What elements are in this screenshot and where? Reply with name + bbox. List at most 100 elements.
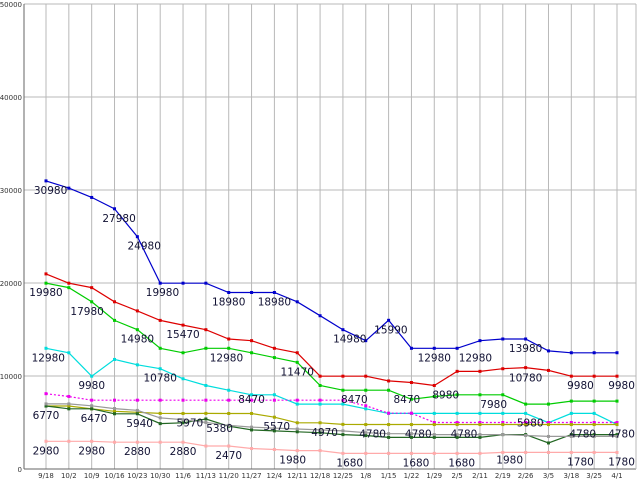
series-line <box>45 282 617 405</box>
data-point <box>592 374 596 378</box>
data-point <box>409 397 413 401</box>
data-point <box>113 407 117 411</box>
y-tick-label: 50000 <box>0 1 22 9</box>
data-point <box>592 351 596 355</box>
x-tick-label: 2/11 <box>472 472 488 480</box>
data-point <box>113 398 117 402</box>
data-point <box>90 404 94 408</box>
data-point <box>364 407 368 411</box>
data-label: 30980 <box>34 185 67 197</box>
data-point <box>318 402 322 406</box>
data-point <box>227 398 231 402</box>
data-point <box>569 450 573 454</box>
data-point <box>409 346 413 350</box>
data-point <box>478 451 482 455</box>
data-point <box>432 394 436 398</box>
data-label: 9980 <box>567 380 594 392</box>
data-label: 19980 <box>29 287 62 299</box>
data-point <box>135 363 139 367</box>
data-point <box>478 393 482 397</box>
data-point <box>113 318 117 322</box>
x-tick-label: 12/11 <box>287 472 307 480</box>
data-point <box>341 422 345 426</box>
series-2 <box>44 281 619 406</box>
data-point <box>181 411 185 415</box>
data-point <box>272 447 276 451</box>
data-point <box>615 434 619 438</box>
data-point <box>501 421 505 424</box>
data-point <box>158 440 162 444</box>
data-point <box>295 360 299 364</box>
data-point <box>181 281 185 285</box>
data-point <box>67 351 71 355</box>
data-label: 15470 <box>166 329 199 341</box>
data-point <box>569 434 573 438</box>
grid-lines <box>24 3 636 469</box>
data-point <box>67 402 71 406</box>
data-point <box>181 440 185 444</box>
data-point <box>409 451 413 455</box>
data-point <box>341 451 345 455</box>
data-point <box>250 425 254 429</box>
x-tick-label: 1/15 <box>381 472 397 480</box>
x-tick-label: 11/20 <box>219 472 239 480</box>
data-point <box>67 404 71 408</box>
data-label: 1680 <box>336 457 363 469</box>
data-point <box>341 398 345 402</box>
data-point <box>546 368 550 372</box>
x-tick-label: 9/18 <box>38 472 54 480</box>
data-point <box>44 392 48 396</box>
data-label: 2980 <box>33 445 60 457</box>
data-point <box>67 407 71 411</box>
x-tick-label: 10/23 <box>127 472 147 480</box>
data-label: 1780 <box>567 456 594 468</box>
y-tick-label: 40000 <box>0 94 22 102</box>
data-label: 4780 <box>569 429 596 441</box>
data-label: 1680 <box>448 457 475 469</box>
data-point <box>181 421 185 425</box>
data-label: 5940 <box>126 418 153 430</box>
data-point <box>318 398 322 402</box>
x-tick-label: 10/16 <box>104 472 125 480</box>
data-label: 2980 <box>78 445 105 457</box>
data-point <box>272 398 276 402</box>
data-point <box>158 416 162 420</box>
data-point <box>113 207 117 211</box>
data-label: 13980 <box>509 343 542 355</box>
data-label: 27980 <box>102 213 135 225</box>
data-point <box>524 337 528 341</box>
data-point <box>592 399 596 403</box>
data-point <box>546 434 550 438</box>
y-tick-label: 30000 <box>0 187 22 195</box>
data-point <box>204 346 208 350</box>
series-5 <box>44 404 619 427</box>
data-label: 4780 <box>359 429 386 441</box>
data-point <box>455 393 459 397</box>
data-label: 11470 <box>281 366 314 378</box>
data-point <box>478 423 482 427</box>
x-tick-label: 10/2 <box>61 472 77 480</box>
data-point <box>295 449 299 453</box>
data-point <box>90 407 94 411</box>
data-label: 5380 <box>206 423 233 435</box>
data-point <box>204 421 208 424</box>
axes <box>23 4 637 470</box>
data-label: 4780 <box>608 429 635 441</box>
data-point <box>364 404 368 408</box>
data-point <box>341 429 345 433</box>
data-point <box>501 411 505 415</box>
data-point <box>158 367 162 371</box>
data-label: 10780 <box>143 373 176 385</box>
data-point <box>432 411 436 415</box>
data-label: 12980 <box>210 352 243 364</box>
data-point <box>455 369 459 373</box>
data-label: 8470 <box>341 394 368 406</box>
data-point <box>90 286 94 290</box>
data-point <box>158 346 162 350</box>
data-point <box>295 351 299 355</box>
data-point <box>478 339 482 343</box>
data-point <box>569 433 573 437</box>
data-labels-layer: 30980 27980 24980 19980 17980 14980 15470 19980… <box>29 185 635 469</box>
data-point <box>227 337 231 341</box>
data-point <box>204 444 208 448</box>
